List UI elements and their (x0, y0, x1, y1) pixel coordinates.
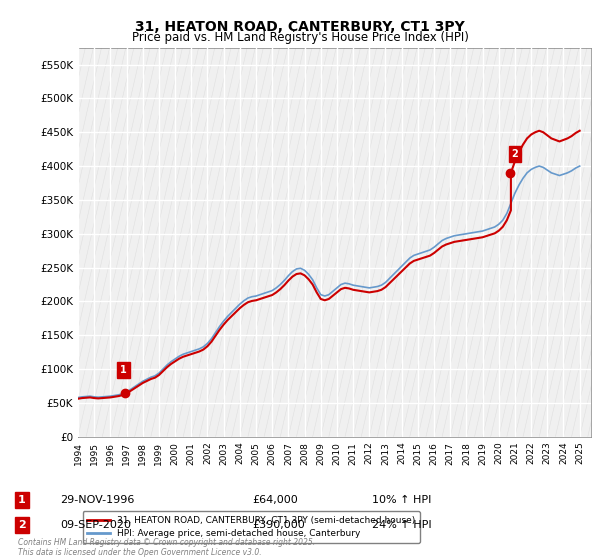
Text: 10% ↑ HPI: 10% ↑ HPI (372, 495, 431, 505)
Text: 2: 2 (18, 520, 26, 530)
Text: Contains HM Land Registry data © Crown copyright and database right 2025.
This d: Contains HM Land Registry data © Crown c… (18, 538, 315, 557)
Text: £64,000: £64,000 (252, 495, 298, 505)
Text: 1: 1 (120, 365, 127, 375)
Text: 1: 1 (18, 495, 26, 505)
Text: 09-SEP-2020: 09-SEP-2020 (60, 520, 131, 530)
Text: 2: 2 (512, 149, 518, 159)
Text: 24% ↑ HPI: 24% ↑ HPI (372, 520, 431, 530)
Legend: 31, HEATON ROAD, CANTERBURY, CT1 3PY (semi-detached house), HPI: Average price, : 31, HEATON ROAD, CANTERBURY, CT1 3PY (se… (83, 511, 419, 543)
Text: £390,000: £390,000 (252, 520, 305, 530)
Text: 31, HEATON ROAD, CANTERBURY, CT1 3PY: 31, HEATON ROAD, CANTERBURY, CT1 3PY (135, 20, 465, 34)
Text: 29-NOV-1996: 29-NOV-1996 (60, 495, 134, 505)
Text: Price paid vs. HM Land Registry's House Price Index (HPI): Price paid vs. HM Land Registry's House … (131, 31, 469, 44)
